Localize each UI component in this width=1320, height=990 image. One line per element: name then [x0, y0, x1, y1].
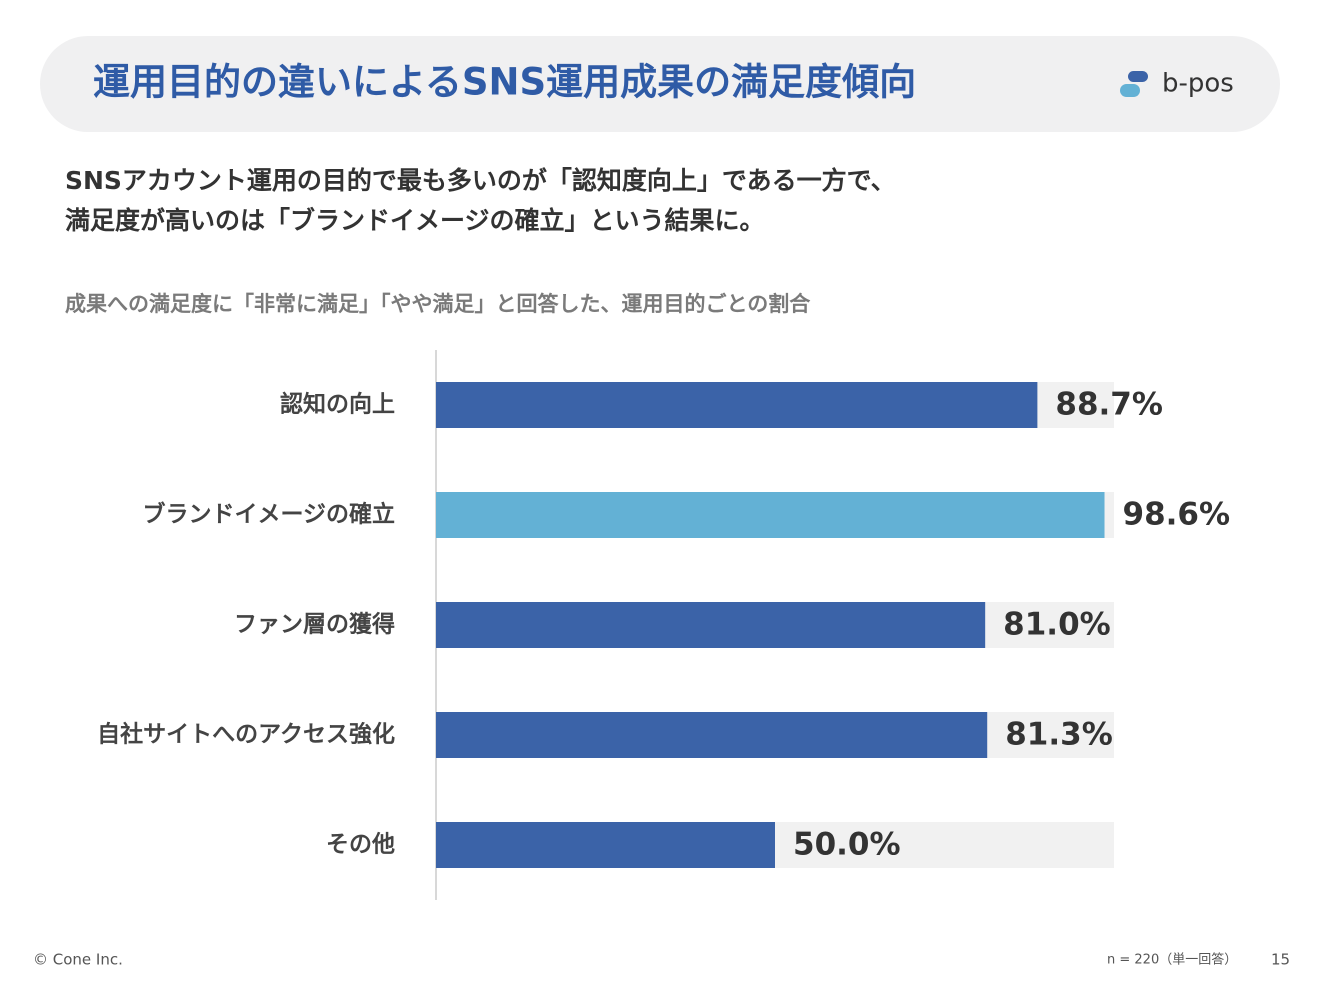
logo-text: b-pos	[1162, 69, 1234, 99]
chart-subtitle: 成果への満足度に「非常に満足」「やや満足」と回答した、運用目的ごとの割合	[65, 292, 811, 316]
lead-line: 満足度が高いのは「ブランドイメージの確立」という結果に。	[65, 206, 765, 235]
page-number: 15	[1271, 951, 1290, 969]
category-label: その他	[326, 832, 395, 858]
bar	[436, 822, 775, 868]
value-label: 98.6%	[1123, 497, 1231, 533]
bar	[436, 712, 988, 758]
bar	[436, 382, 1038, 428]
copyright: © Cone Inc.	[33, 951, 123, 969]
category-label: 自社サイトへのアクセス強化	[97, 721, 395, 748]
category-label: ブランドイメージの確立	[142, 501, 395, 528]
category-label: ファン層の獲得	[234, 611, 395, 638]
header-bar	[40, 36, 1280, 132]
category-label: 認知の向上	[280, 391, 395, 418]
logo-icon	[1120, 71, 1148, 97]
bar	[436, 602, 986, 648]
lead-line: SNSアカウント運用の目的で最も多いのが「認知度向上」である一方で、	[65, 166, 896, 195]
value-label: 88.7%	[1055, 387, 1163, 423]
bar	[436, 492, 1105, 538]
title: 運用目的の違いによるSNS運用成果の満足度傾向	[93, 61, 916, 104]
value-label: 81.0%	[1003, 607, 1111, 643]
value-label: 81.3%	[1005, 717, 1113, 753]
value-label: 50.0%	[793, 827, 901, 863]
sample-note: n = 220（単一回答）	[1107, 952, 1237, 968]
